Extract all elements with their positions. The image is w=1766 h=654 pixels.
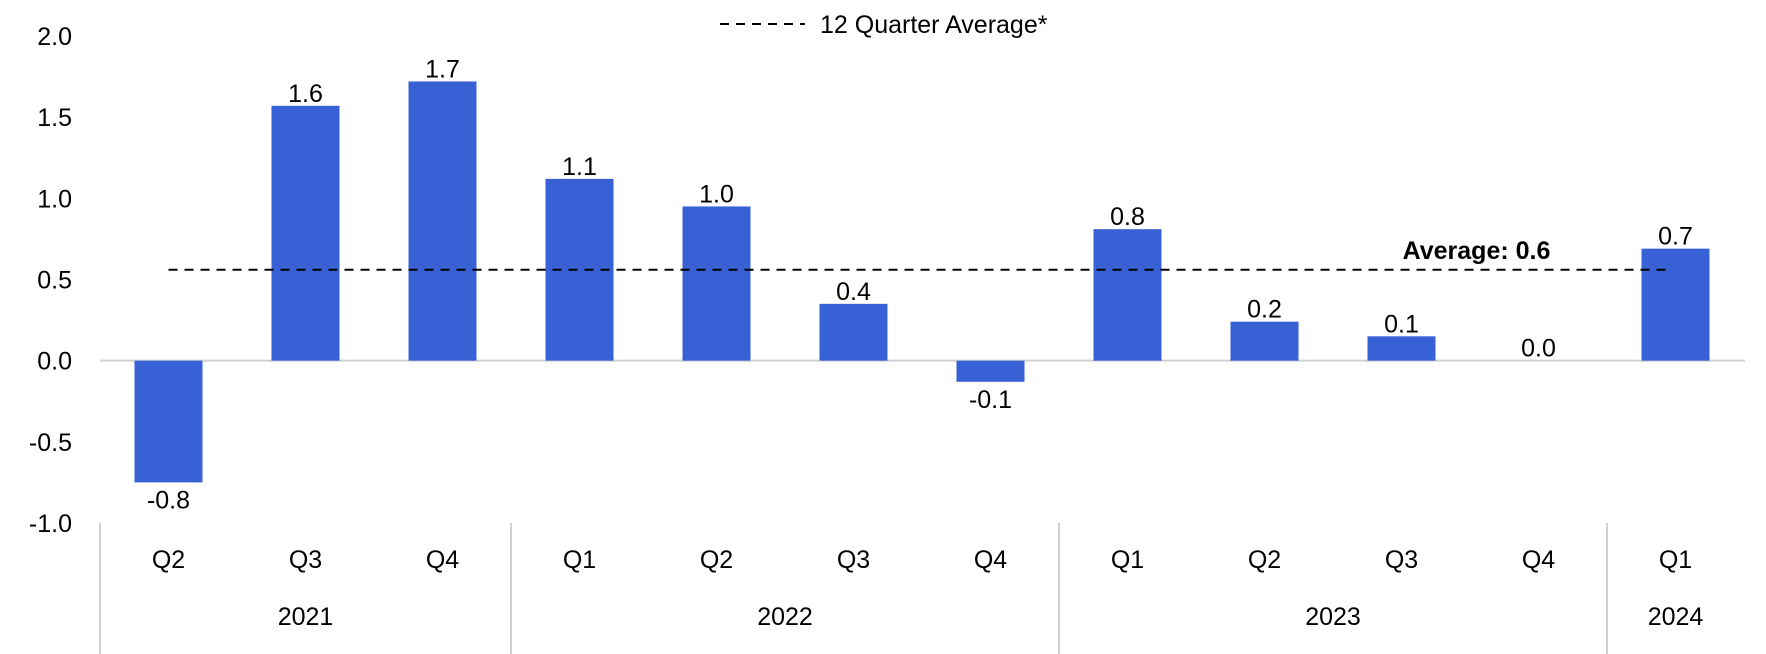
y-tick-label: 1.5 <box>37 104 72 132</box>
year-label: 2023 <box>1305 603 1361 631</box>
bar <box>819 303 888 361</box>
data-label: 1.1 <box>562 153 597 181</box>
bar <box>1230 321 1299 361</box>
legend-label: 12 Quarter Average* <box>820 11 1048 39</box>
bar <box>1367 336 1436 361</box>
data-label: 0.7 <box>1658 223 1693 251</box>
x-tick-label: Q1 <box>1659 546 1692 574</box>
y-tick-label: 0.5 <box>37 267 72 295</box>
bar <box>1093 229 1162 361</box>
bars <box>134 81 1710 483</box>
x-tick-label: Q3 <box>289 546 322 574</box>
year-label: 2024 <box>1648 603 1704 631</box>
x-tick-label: Q1 <box>563 546 596 574</box>
data-label: 0.0 <box>1521 335 1556 363</box>
y-tick-label: 0.0 <box>37 348 72 376</box>
legend: 12 Quarter Average* <box>720 11 1048 39</box>
data-label: 0.1 <box>1384 310 1419 338</box>
data-label: 0.2 <box>1247 296 1282 324</box>
data-labels: -0.8 1.6 1.7 1.1 1.0 0.4 -0.1 0.8 0.2 0.1 0.0 0.7 <box>147 55 1693 514</box>
year-label: 2022 <box>757 603 813 631</box>
data-label: 0.8 <box>1110 203 1145 231</box>
y-tick-label: -0.5 <box>29 429 72 457</box>
bar <box>956 360 1025 382</box>
y-tick-label: -1.0 <box>29 510 72 538</box>
bar <box>271 105 340 361</box>
data-label: 0.4 <box>836 278 871 306</box>
average-line-group: Average: 0.6 <box>168 237 1670 271</box>
data-label: -0.1 <box>969 386 1012 414</box>
y-tick-label: 1.0 <box>37 185 72 213</box>
x-tick-label: Q4 <box>1522 546 1555 574</box>
x-tick-label: Q3 <box>837 546 870 574</box>
data-label: 1.0 <box>699 180 734 208</box>
x-tick-label: Q2 <box>1248 546 1281 574</box>
data-label: 1.6 <box>288 80 323 108</box>
data-label: 1.7 <box>425 55 460 83</box>
bar <box>1641 248 1710 361</box>
x-tick-label: Q2 <box>700 546 733 574</box>
x-tick-label: Q4 <box>974 546 1007 574</box>
x-tick-label: Q1 <box>1111 546 1144 574</box>
x-tick-label: Q4 <box>426 546 459 574</box>
y-axis: -1.0 -0.5 0.0 0.5 1.0 1.5 2.0 <box>29 23 1745 538</box>
average-label: Average: 0.6 <box>1403 237 1551 265</box>
x-axis: Q2 Q3 Q4 Q1 Q2 Q3 Q4 Q1 Q2 Q3 Q4 Q1 2021 2022 2023 2024 <box>99 523 1704 654</box>
bar <box>134 360 203 483</box>
data-label: -0.8 <box>147 486 190 514</box>
bar <box>682 206 751 361</box>
bar <box>408 81 477 361</box>
x-tick-label: Q2 <box>152 546 185 574</box>
y-tick-label: 2.0 <box>37 23 72 51</box>
x-tick-label: Q3 <box>1385 546 1418 574</box>
year-label: 2021 <box>278 603 334 631</box>
